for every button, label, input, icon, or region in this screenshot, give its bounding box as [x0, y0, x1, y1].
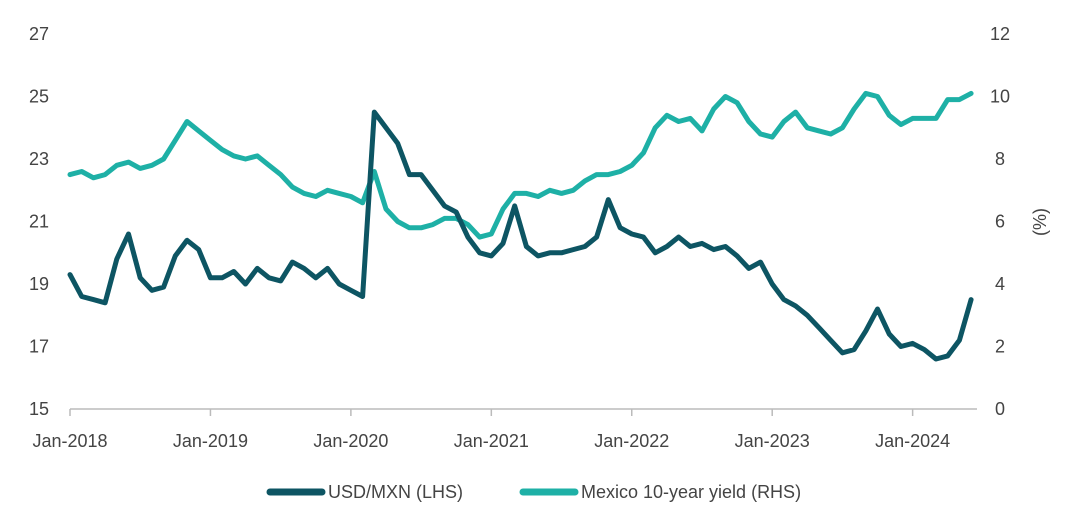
right-tick-label: 0 — [995, 399, 1005, 419]
left-tick-label: 21 — [29, 212, 49, 232]
left-tick-label: 17 — [29, 337, 49, 357]
left-tick-label: 19 — [29, 274, 49, 294]
series-lines — [67, 90, 974, 362]
x-tick-label: Jan-2021 — [454, 431, 529, 451]
series-line-mexico-yield — [67, 90, 974, 240]
right-tick-label: 6 — [995, 212, 1005, 232]
legend-item-usd-mxn: USD/MXN (LHS) — [266, 482, 463, 502]
left-tick-label: 15 — [29, 399, 49, 419]
legend: USD/MXN (LHS) Mexico 10-year yield (RHS) — [266, 482, 801, 502]
legend-label-mexico-yield: Mexico 10-year yield (RHS) — [581, 482, 801, 502]
left-tick-label: 23 — [29, 149, 49, 169]
x-tick-label: Jan-2022 — [594, 431, 669, 451]
series-line-usd-mxn — [67, 109, 974, 362]
left-tick-label: 25 — [29, 87, 49, 107]
legend-label-usd-mxn: USD/MXN (LHS) — [328, 482, 463, 502]
right-tick-label: 8 — [995, 149, 1005, 169]
x-tick-label: Jan-2019 — [173, 431, 248, 451]
x-axis-tick-labels: Jan-2018 Jan-2019 Jan-2020 Jan-2021 Jan-2022… — [32, 431, 950, 451]
x-tick-label: Jan-2018 — [32, 431, 107, 451]
right-tick-label: 2 — [995, 337, 1005, 357]
left-axis-tick-labels: 15 17 19 21 23 25 27 — [29, 24, 49, 419]
left-tick-label: 27 — [29, 24, 49, 44]
x-tick-label: Jan-2020 — [313, 431, 388, 451]
x-axis-ticks — [69, 409, 914, 416]
right-tick-label: 4 — [995, 274, 1005, 294]
legend-item-mexico-yield: Mexico 10-year yield (RHS) — [519, 482, 801, 502]
right-axis-tick-labels: 0 2 4 6 8 10 12 — [990, 24, 1010, 419]
x-tick-label: Jan-2023 — [735, 431, 810, 451]
right-axis-label: (%) — [1030, 208, 1050, 236]
right-tick-label: 12 — [990, 24, 1010, 44]
x-tick-label: Jan-2024 — [875, 431, 950, 451]
right-tick-label: 10 — [990, 87, 1010, 107]
